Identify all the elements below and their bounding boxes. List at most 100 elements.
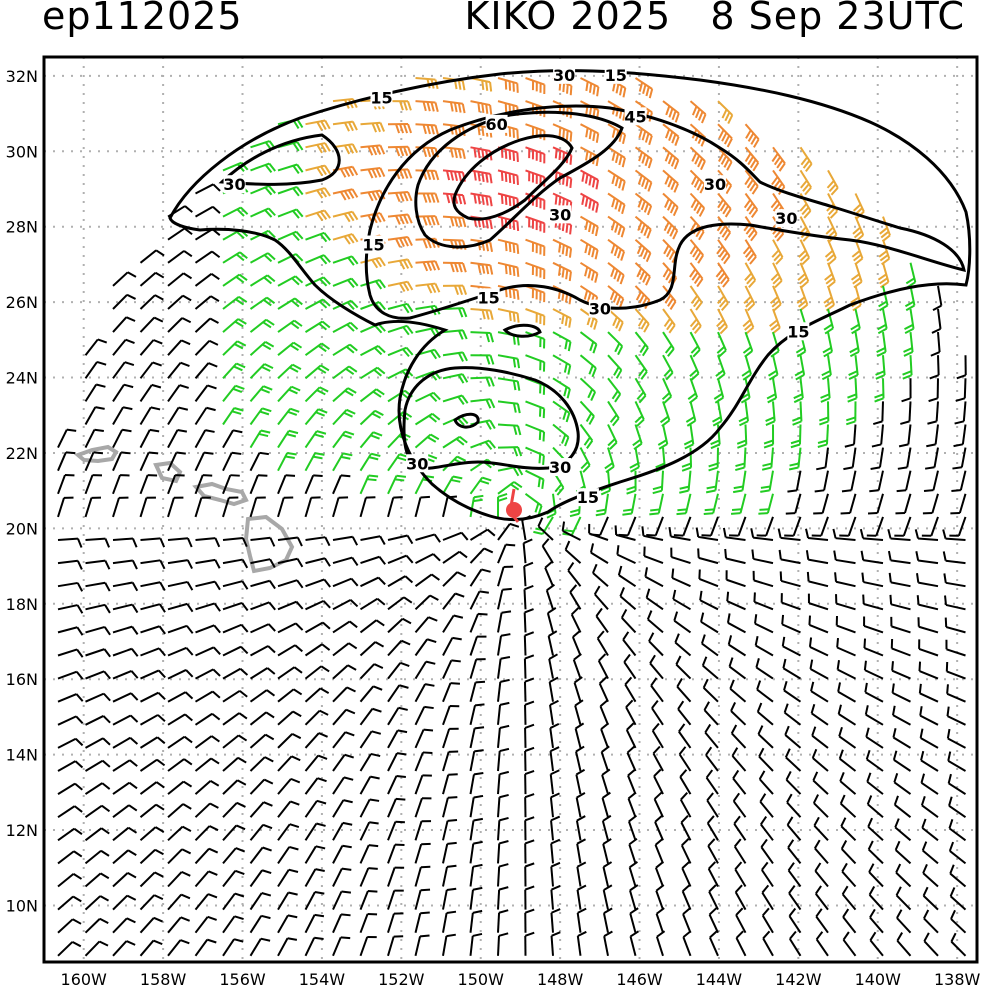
- wind-barb: [332, 233, 359, 245]
- wind-barb: [579, 261, 599, 283]
- wind-barb: [778, 549, 801, 565]
- wind-barb: [139, 496, 156, 518]
- wind-barb: [524, 839, 535, 864]
- wind-barb: [662, 192, 679, 217]
- wind-barb: [84, 451, 104, 472]
- wind-barb: [525, 308, 546, 326]
- wind-barb: [497, 492, 508, 517]
- wind-barb: [914, 529, 939, 541]
- wind-barb: [862, 594, 884, 611]
- wind-barb: [112, 736, 139, 749]
- wind-barb: [645, 588, 664, 611]
- wind-barb: [887, 528, 911, 541]
- wind-barb: [677, 700, 692, 726]
- wind-barb: [84, 940, 109, 957]
- wind-barb: [194, 735, 220, 749]
- contour-label: 15: [362, 236, 384, 255]
- wind-barb: [112, 849, 137, 865]
- wind-barb: [756, 680, 774, 703]
- wind-barb: [359, 935, 377, 957]
- contour-label: 15: [787, 322, 809, 341]
- contour-label-bg: [703, 175, 726, 194]
- storm-id-label: ep112025: [42, 0, 243, 38]
- wind-barb: [787, 839, 802, 865]
- wind-barb: [546, 607, 557, 633]
- wind-barb: [222, 847, 246, 865]
- wind-barb: [497, 446, 523, 457]
- wind-barb: [607, 238, 626, 261]
- wind-barb: [195, 668, 221, 680]
- wind-barb: [140, 559, 166, 570]
- wind-barb: [571, 630, 582, 656]
- wind-barb: [414, 616, 438, 634]
- wind-barb: [332, 620, 358, 634]
- wind-barb: [897, 447, 912, 470]
- wind-barb: [923, 470, 939, 493]
- wind-barb: [442, 307, 468, 318]
- wind-barb: [112, 537, 138, 548]
- wind-barb: [576, 930, 587, 956]
- wind-barb: [716, 331, 727, 358]
- wind-barb: [84, 895, 110, 911]
- wind-barb: [249, 385, 273, 403]
- wind-barb: [415, 533, 441, 543]
- wind-barb: [683, 424, 695, 450]
- wind-barb: [387, 866, 405, 887]
- x-tick-label: 154W: [299, 970, 346, 989]
- wind-barb: [929, 355, 940, 380]
- wind-barb: [497, 543, 516, 564]
- wind-barb: [870, 447, 884, 470]
- wind-barb: [754, 614, 774, 634]
- wind-barb: [469, 932, 483, 956]
- wind-barb: [304, 342, 330, 357]
- wind-barb: [841, 470, 857, 493]
- wind-barb: [949, 887, 967, 911]
- wind-barb: [415, 100, 439, 112]
- wind-barb: [332, 577, 359, 588]
- wind-barb: [769, 285, 782, 312]
- wind-barb: [360, 576, 386, 588]
- wind-barb: [869, 470, 884, 493]
- wind-barb: [687, 377, 699, 404]
- wind-barb: [922, 886, 939, 911]
- wind-barb: [866, 516, 884, 537]
- wind-barb: [139, 249, 165, 264]
- wind-barb: [716, 285, 729, 311]
- wind-barb: [850, 308, 861, 335]
- wind-barb: [332, 120, 358, 132]
- wind-barb: [760, 838, 774, 864]
- wind-barb: [305, 254, 331, 265]
- wind-barb: [593, 585, 609, 610]
- storm-title: KIKO 2025 8 Sep 23UTC: [464, 0, 965, 38]
- wind-barb: [550, 908, 561, 933]
- wind-barb: [497, 77, 519, 93]
- wind-barb: [743, 192, 759, 218]
- wind-barb: [139, 383, 162, 402]
- wind-barb: [249, 892, 272, 911]
- wind-barb: [877, 262, 890, 289]
- wind-barb: [194, 870, 218, 888]
- wind-barb: [442, 146, 466, 160]
- wind-barb: [112, 361, 135, 379]
- hawaiian-islands: [74, 444, 295, 574]
- wind-barb: [387, 912, 404, 933]
- wind-barb: [305, 164, 331, 177]
- wind-barb: [277, 496, 294, 518]
- wind-barb: [650, 677, 664, 703]
- wind-barb: [222, 474, 240, 495]
- wind-barb: [57, 737, 84, 749]
- wind-barb: [628, 837, 638, 864]
- wind-barb: [753, 592, 774, 611]
- wind-barb: [167, 893, 191, 911]
- wind-barb: [716, 239, 731, 265]
- wind-barb: [712, 401, 723, 427]
- wind-barb: [902, 355, 913, 380]
- wind-barb: [715, 262, 730, 288]
- wind-barb: [139, 736, 166, 749]
- wind-barb: [387, 843, 405, 864]
- wind-barb: [470, 439, 496, 451]
- wind-barb: [222, 407, 244, 426]
- wind-barb: [648, 632, 664, 657]
- wind-barb: [305, 231, 331, 243]
- wind-barb: [634, 238, 652, 263]
